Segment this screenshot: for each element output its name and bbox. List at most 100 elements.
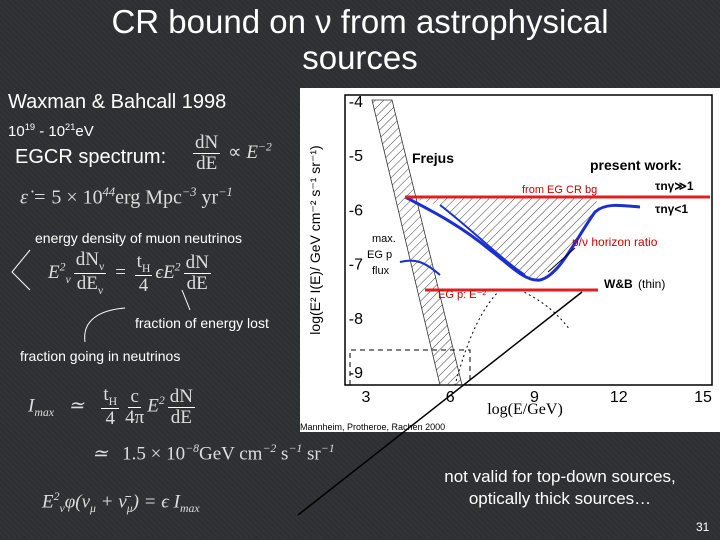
tau-label: τnγ<1 bbox=[655, 202, 688, 216]
math-part: dE bbox=[196, 152, 218, 174]
math-part: 2 bbox=[59, 260, 66, 274]
math-part: c bbox=[128, 385, 141, 408]
math-part: −1 bbox=[288, 442, 303, 455]
label: fraction of energy lost bbox=[135, 315, 269, 331]
dotted-curve bbox=[454, 289, 571, 386]
math-part: tH bbox=[101, 385, 120, 410]
annotation: from EG CR bg bbox=[522, 184, 597, 196]
math-part: dE bbox=[170, 406, 192, 428]
math-part: eV bbox=[75, 123, 94, 140]
blue-curve bbox=[439, 204, 526, 276]
math-part: dNν bbox=[73, 249, 107, 275]
math-part: 4π bbox=[125, 406, 145, 428]
math-part: I bbox=[173, 491, 180, 513]
math-part: 4 bbox=[138, 274, 149, 296]
math-part: 10 bbox=[8, 123, 25, 140]
math-part: ∝ bbox=[227, 141, 242, 163]
frejus-region bbox=[371, 99, 463, 386]
math-part: = bbox=[32, 186, 47, 209]
y-tick-label: -7 bbox=[349, 257, 363, 274]
formula: Imax ≃ tH 4 c 4π E2 dN dE bbox=[28, 385, 198, 429]
annotation: (thin) bbox=[638, 277, 665, 291]
math-part: dE bbox=[76, 273, 98, 295]
page-number: 31 bbox=[696, 520, 710, 534]
math-part: dN bbox=[167, 385, 195, 408]
note-line: optically thick sources… bbox=[468, 489, 652, 508]
arrow bbox=[547, 247, 576, 273]
x-tick-label: 9 bbox=[530, 389, 539, 406]
blue-curve bbox=[404, 195, 641, 282]
bracket bbox=[11, 249, 31, 291]
note-line: not valid for top-down sources, bbox=[444, 467, 676, 486]
y-axis-label: log(E² I(E)/ GeV cm⁻² s⁻¹ sr⁻¹) bbox=[307, 145, 323, 334]
math-part: ) bbox=[132, 491, 139, 513]
note: not valid for top-down sources, optically… bbox=[400, 466, 720, 510]
math-part: tH 4 bbox=[134, 251, 153, 296]
annotation: max. bbox=[372, 233, 396, 245]
math-part: ε̇ bbox=[20, 186, 28, 209]
present-work-label: present work: bbox=[590, 157, 682, 173]
dashed-box bbox=[349, 349, 471, 385]
math-part: 1.5 × 10 bbox=[122, 443, 186, 465]
present-work-region bbox=[405, 197, 600, 280]
math-part: tH 4 bbox=[101, 385, 120, 430]
math-part: μ bbox=[90, 502, 96, 516]
formula: ≃ 1.5 × 10−8GeV cm−2 s−1 sr−1 bbox=[92, 442, 335, 465]
math-part: dEν bbox=[77, 274, 103, 297]
x-tick-label: 12 bbox=[610, 389, 628, 406]
spectrum-label: EGCR spectrum: bbox=[15, 146, 167, 168]
math-part: 4 bbox=[105, 408, 116, 430]
label: fraction going in neutrinos bbox=[20, 348, 181, 364]
math-part: dN bbox=[75, 249, 99, 270]
formula: dN dE ∝ E−2 bbox=[190, 133, 272, 174]
math-part: max bbox=[179, 502, 200, 516]
math-part: 2 bbox=[158, 394, 165, 408]
math-part: E bbox=[48, 262, 60, 284]
slide-title: CR bound on ν from astrophysical sources bbox=[111, 3, 609, 76]
arrow bbox=[399, 259, 441, 276]
formula: E2ν dNν dEν = tH 4 ϵE2 dN dE bbox=[48, 250, 214, 297]
math-part: E bbox=[163, 262, 175, 284]
y-tick-label: -8 bbox=[349, 311, 363, 328]
bracket bbox=[84, 307, 126, 343]
pointer-line bbox=[297, 291, 583, 516]
math-part: dE bbox=[186, 273, 208, 295]
math-part: dN dE bbox=[183, 253, 211, 295]
math-part: sr bbox=[302, 443, 321, 465]
math-part: = bbox=[143, 491, 157, 513]
math-part: ≃ bbox=[68, 395, 85, 417]
math-part: −8 bbox=[185, 442, 199, 455]
math-part: 44 bbox=[102, 185, 116, 199]
annotation: EG p bbox=[367, 249, 392, 261]
math-part: dN dE bbox=[167, 385, 195, 428]
y-tick-label: -5 bbox=[349, 148, 363, 165]
math-part: tH bbox=[134, 251, 153, 276]
formula: ε̇ = 5 × 1044erg Mpc−3 yr−1 bbox=[20, 185, 233, 210]
math-part: max bbox=[34, 406, 54, 420]
energy-range: 1019 - 1021eV bbox=[8, 122, 94, 140]
y-tick-label: -4 bbox=[349, 94, 363, 111]
math-part: GeV cm bbox=[198, 443, 263, 465]
math-part: ν bbox=[59, 502, 65, 516]
x-tick-label: 6 bbox=[446, 389, 455, 406]
math-part: −1 bbox=[218, 185, 233, 199]
annotation: EG p: E⁻² bbox=[438, 289, 486, 301]
annotation: flux bbox=[372, 265, 390, 277]
math-part: 19 bbox=[24, 122, 36, 132]
math-part: 21 bbox=[65, 122, 76, 132]
bracket bbox=[181, 289, 191, 311]
math-part: H bbox=[141, 261, 151, 275]
x-tick-label: 3 bbox=[362, 389, 371, 406]
math-part: ϵ bbox=[161, 491, 169, 513]
math-part: −3 bbox=[181, 185, 197, 199]
x-tick-label: 15 bbox=[694, 389, 712, 406]
math-part: 5 × 10 bbox=[51, 186, 103, 209]
citation: Mannheim, Protheroe, Rachen 2000 bbox=[300, 422, 445, 432]
math-part: μ bbox=[126, 502, 133, 516]
math-part: + ν̄ bbox=[95, 491, 127, 513]
formula: E2νφ(νμ + ν̄μ) = ϵ Imax bbox=[42, 490, 200, 516]
math-part: I bbox=[28, 395, 35, 417]
y-tick-label: -6 bbox=[349, 202, 363, 219]
